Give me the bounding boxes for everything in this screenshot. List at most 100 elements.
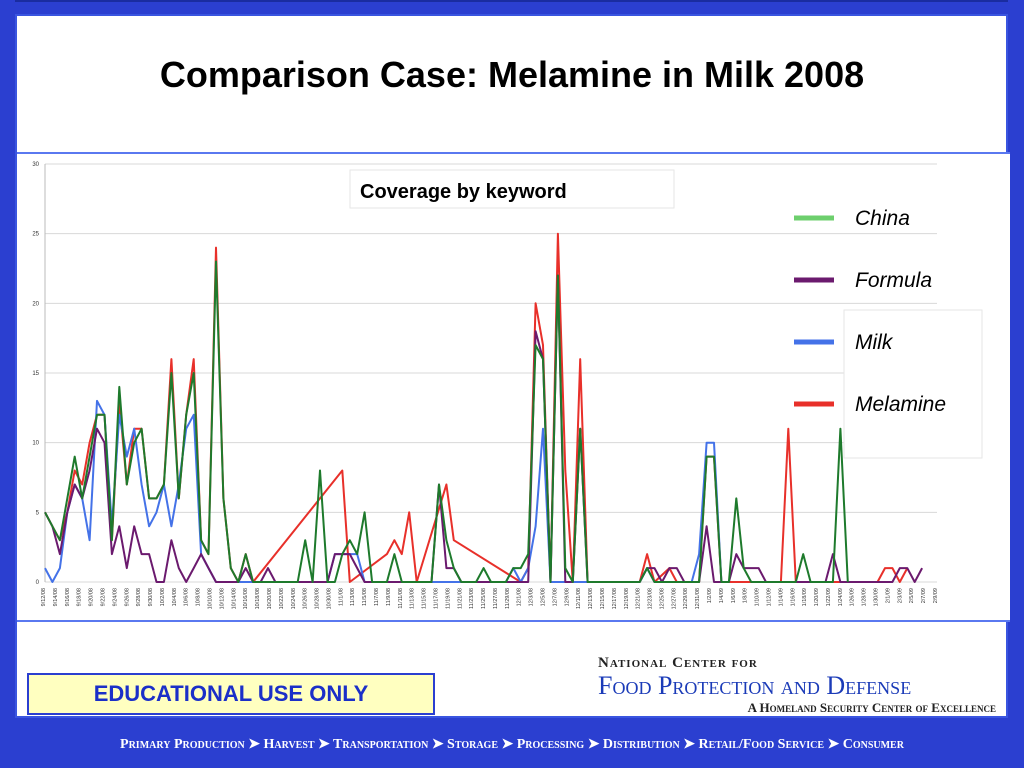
x-tick-label: 9/28/08 <box>136 588 142 606</box>
x-tick-label: 12/9/08 <box>564 588 570 606</box>
x-tick-label: 11/21/08 <box>457 588 463 609</box>
x-tick-labels: 9/12/08 9/14/08 9/16/08 9/18/08 9/20/08 9/22/… <box>41 588 939 609</box>
chart-gridlines <box>44 163 937 583</box>
x-tick-label: 2/9/09 <box>933 588 939 603</box>
x-tick-label: 1/28/09 <box>862 588 868 606</box>
x-tick-label: 1/22/09 <box>826 588 832 606</box>
x-tick-label: 12/13/08 <box>588 588 594 609</box>
x-tick-label: 2/5/09 <box>909 588 915 603</box>
chart-title: Coverage by keyword <box>360 181 567 203</box>
legend-box <box>843 309 983 459</box>
y-tick-label: 5 <box>36 510 40 516</box>
x-tick-label: 1/16/09 <box>790 588 796 606</box>
x-tick-label: 1/14/09 <box>778 588 784 606</box>
x-tick-label: 11/7/08 <box>374 588 380 606</box>
x-tick-label: 11/15/08 <box>422 588 428 609</box>
x-tick-label: 12/11/08 <box>576 588 582 609</box>
logo-line-2: Food Protection and Defense <box>598 671 912 700</box>
x-tick-label: 9/18/08 <box>77 588 83 606</box>
x-tick-label: 11/1/08 <box>338 588 344 606</box>
x-tick-label: 9/30/08 <box>148 588 154 606</box>
x-tick-label: 10/24/08 <box>291 588 297 609</box>
x-tick-label: 12/17/08 <box>612 588 618 609</box>
x-tick-label: 11/29/08 <box>505 588 511 609</box>
top-border-line <box>15 0 1008 2</box>
x-tick-label: 10/30/08 <box>326 588 332 609</box>
x-tick-label: 11/3/08 <box>350 588 356 606</box>
x-tick-label: 12/31/08 <box>695 588 701 609</box>
y-tick-label: 25 <box>32 232 39 238</box>
x-tick-label: 12/7/08 <box>552 588 558 606</box>
x-tick-label: 11/19/08 <box>445 588 451 609</box>
x-tick-label: 1/20/09 <box>814 588 820 606</box>
x-tick-label: 10/12/08 <box>219 588 225 609</box>
legend-label-china: China <box>855 207 910 230</box>
x-tick-label: 9/26/08 <box>124 588 130 606</box>
logo-line-3: A Homeland Security Center of Excellence <box>747 700 996 715</box>
y-tick-label: 10 <box>32 441 39 447</box>
x-tick-label: 9/12/08 <box>41 588 47 606</box>
chart-panel: 0 5 10 15 20 25 30 9/12/08 9/14/08 9/16/08 9/18/0… <box>17 152 1010 622</box>
x-tick-label: 10/26/08 <box>303 588 309 609</box>
x-tick-label: 2/7/09 <box>921 588 927 603</box>
x-tick-label: 12/5/08 <box>541 588 547 606</box>
y-tick-label: 20 <box>32 301 39 307</box>
x-tick-label: 1/10/09 <box>755 588 761 606</box>
x-tick-label: 10/8/08 <box>196 588 202 606</box>
chart-series-lines <box>44 232 923 583</box>
x-tick-label: 2/3/09 <box>897 588 903 603</box>
chart-legend: China Formula Milk Melamine <box>794 207 946 416</box>
chart-title-box <box>349 169 675 209</box>
x-tick-label: 1/4/09 <box>719 588 725 603</box>
x-tick-label: 11/27/08 <box>493 588 499 609</box>
ncfpd-logo: National Center for Food Protection and … <box>598 655 998 716</box>
x-tick-label: 1/2/09 <box>707 588 713 603</box>
x-tick-label: 11/17/08 <box>433 588 439 609</box>
x-tick-label: 12/29/08 <box>683 588 689 609</box>
x-tick-label: 1/26/09 <box>850 588 856 606</box>
line-chart: 0 5 10 15 20 25 30 9/12/08 9/14/08 9/16/08 9/18/0… <box>32 162 983 609</box>
series-line-formula <box>44 274 923 583</box>
x-tick-label: 12/3/08 <box>529 588 535 606</box>
x-tick-label: 10/4/08 <box>172 588 178 606</box>
legend-label-melamine: Melamine <box>855 393 946 416</box>
legend-label-milk: Milk <box>855 331 894 354</box>
x-tick-label: 11/13/08 <box>410 588 416 609</box>
legend-label-formula: Formula <box>855 269 932 292</box>
x-tick-label: 12/23/08 <box>648 588 654 609</box>
x-tick-label: 11/9/08 <box>386 588 392 606</box>
x-tick-label: 1/24/09 <box>838 588 844 606</box>
x-tick-label: 11/25/08 <box>481 588 487 609</box>
x-tick-label: 9/24/08 <box>112 588 118 606</box>
x-tick-label: 12/21/08 <box>636 588 642 609</box>
x-tick-label: 10/20/08 <box>267 588 273 609</box>
y-tick-labels: 0 5 10 15 20 25 30 <box>32 162 39 586</box>
x-tick-label: 12/25/08 <box>659 588 665 609</box>
y-tick-label: 0 <box>36 580 40 586</box>
x-tick-label: 2/1/09 <box>885 588 891 603</box>
x-tick-label: 9/22/08 <box>100 588 106 606</box>
x-tick-label: 12/15/08 <box>600 588 606 609</box>
x-tick-label: 1/30/09 <box>874 588 880 606</box>
x-tick-label: 10/18/08 <box>255 588 261 609</box>
footer-bar <box>0 720 1024 768</box>
x-tick-label: 10/6/08 <box>184 588 190 606</box>
y-tick-label: 15 <box>32 371 39 377</box>
x-tick-label: 11/11/08 <box>398 588 404 609</box>
x-tick-label: 9/20/08 <box>89 588 95 606</box>
slide-title: Comparison Case: Melamine in Milk 2008 <box>159 54 865 95</box>
series-line-china <box>44 260 849 583</box>
x-tick-label: 12/1/08 <box>517 588 523 606</box>
x-tick-label: 1/8/09 <box>743 588 749 603</box>
x-tick-label: 10/10/08 <box>208 588 214 609</box>
supply-chain-flow: Primary Production ➤ Harvest ➤ Transport… <box>120 737 904 752</box>
x-tick-label: 12/19/08 <box>624 588 630 609</box>
x-tick-label: 10/28/08 <box>315 588 321 609</box>
x-tick-label: 12/27/08 <box>671 588 677 609</box>
x-tick-label: 10/2/08 <box>160 588 166 606</box>
logo-line-1: National Center for <box>598 655 758 671</box>
x-tick-label: 1/6/09 <box>731 588 737 603</box>
y-tick-label: 30 <box>32 162 39 168</box>
x-tick-label: 1/18/09 <box>802 588 808 606</box>
x-tick-label: 11/5/08 <box>362 588 368 606</box>
